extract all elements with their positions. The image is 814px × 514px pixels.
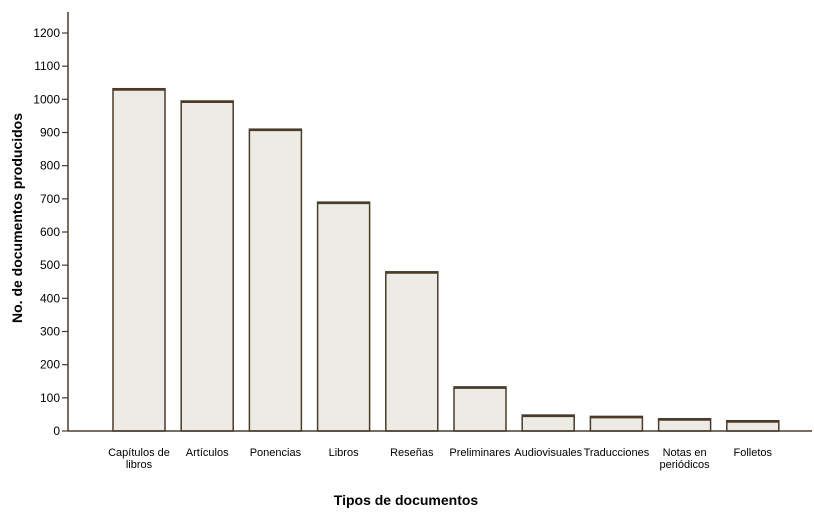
y-tick-label: 600 (40, 225, 60, 239)
y-tick-label: 0 (53, 424, 60, 438)
y-tick-label: 100 (40, 391, 60, 405)
bar (112, 87, 166, 432)
x-category-label: Libros (329, 447, 359, 459)
x-category-label-line: Folletos (734, 447, 773, 459)
x-category-label-line: Audiovisuales (514, 447, 582, 459)
y-tick-label: 1000 (33, 92, 60, 106)
y-tick-label: 200 (40, 358, 60, 372)
x-category-label-line: libros (126, 459, 153, 471)
x-category-label-line: Artículos (186, 447, 229, 459)
x-axis-title: Tipos de documentos (334, 492, 479, 508)
y-tick-label: 1200 (33, 26, 60, 40)
bar (248, 128, 303, 432)
bar (589, 415, 644, 432)
y-tick-label: 1100 (34, 59, 60, 73)
bar (316, 201, 371, 432)
x-category-label: Capítulos de libros (108, 447, 170, 471)
bar (180, 100, 234, 432)
y-tick-label: 300 (40, 325, 60, 339)
x-category-label: Reseñas (390, 447, 434, 459)
x-category-label-line: periódicos (660, 459, 711, 471)
x-category-label: Traducciones (584, 447, 650, 459)
y-tick-label: 400 (40, 291, 60, 305)
x-category-label: Ponencias (250, 447, 302, 459)
bar (521, 414, 575, 432)
y-tick-label: 900 (40, 126, 60, 140)
bar (385, 271, 439, 432)
x-category-label-line: Libros (329, 447, 359, 459)
x-category-label: Folletos (734, 447, 773, 459)
y-tick-label: 700 (40, 192, 60, 206)
x-category-label: Notas en periódicos (660, 447, 711, 471)
x-category-label: Artículos (186, 447, 229, 459)
y-axis-ticks: 0 100 200 300 400 500 600 700 800 900 1000 1100 1200 (33, 26, 68, 438)
y-axis-title: No. de documentos producidos (9, 113, 25, 323)
bars-layer (112, 87, 780, 432)
y-tick-label: 500 (40, 258, 60, 272)
y-tick-label: 800 (40, 159, 60, 173)
x-category-label: Preliminares (449, 447, 511, 459)
x-category-label: Audiovisuales (514, 447, 582, 459)
x-category-label-line: Notas en (663, 447, 707, 459)
x-category-label-line: Reseñas (390, 447, 434, 459)
x-category-label-line: Capítulos de (108, 447, 170, 459)
x-category-label-line: Traducciones (584, 447, 650, 459)
x-category-label-line: Ponencias (250, 447, 302, 459)
x-axis-category-labels: Capítulos de libros Artículos Ponencias Libr… (108, 447, 772, 471)
x-category-label-line: Preliminares (449, 447, 511, 459)
axes (67, 12, 812, 432)
bar (453, 386, 507, 432)
